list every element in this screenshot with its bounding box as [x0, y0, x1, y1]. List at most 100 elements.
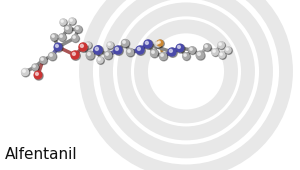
Circle shape: [52, 35, 54, 37]
Circle shape: [73, 36, 75, 38]
Circle shape: [41, 58, 43, 60]
Circle shape: [79, 43, 88, 52]
Circle shape: [88, 53, 90, 55]
Circle shape: [72, 35, 80, 42]
Circle shape: [116, 47, 118, 50]
Circle shape: [51, 34, 59, 41]
Circle shape: [183, 53, 190, 61]
Circle shape: [60, 35, 62, 37]
Circle shape: [146, 41, 148, 44]
Circle shape: [75, 26, 81, 32]
Circle shape: [176, 44, 184, 52]
Circle shape: [127, 48, 134, 55]
Circle shape: [94, 46, 102, 54]
Circle shape: [34, 71, 42, 79]
Circle shape: [212, 49, 220, 56]
Circle shape: [34, 72, 43, 80]
Circle shape: [66, 27, 68, 29]
Circle shape: [70, 19, 72, 21]
Circle shape: [156, 42, 158, 44]
Circle shape: [205, 45, 207, 47]
Circle shape: [35, 72, 38, 75]
Circle shape: [98, 58, 100, 60]
Circle shape: [85, 42, 91, 48]
Circle shape: [196, 51, 204, 59]
Circle shape: [108, 43, 110, 45]
Circle shape: [71, 51, 80, 60]
Circle shape: [114, 46, 123, 55]
Circle shape: [60, 19, 67, 26]
Circle shape: [104, 52, 112, 58]
Circle shape: [95, 47, 98, 50]
Circle shape: [72, 35, 78, 41]
Circle shape: [97, 57, 104, 64]
Circle shape: [49, 53, 56, 60]
Circle shape: [160, 53, 167, 60]
Circle shape: [55, 44, 63, 52]
Circle shape: [176, 45, 185, 53]
Circle shape: [190, 48, 192, 50]
Circle shape: [85, 42, 92, 49]
Circle shape: [114, 46, 122, 54]
Circle shape: [212, 49, 218, 55]
Circle shape: [136, 46, 144, 54]
Circle shape: [33, 65, 35, 67]
Circle shape: [184, 54, 186, 56]
Circle shape: [157, 40, 163, 46]
Circle shape: [65, 26, 73, 34]
Circle shape: [136, 46, 145, 55]
Circle shape: [86, 51, 94, 59]
Text: Alfentanil: Alfentanil: [5, 147, 78, 162]
Circle shape: [60, 19, 66, 25]
Circle shape: [50, 54, 52, 56]
Circle shape: [61, 20, 63, 22]
Circle shape: [105, 52, 113, 60]
Circle shape: [75, 26, 82, 33]
Circle shape: [158, 41, 160, 43]
Circle shape: [219, 43, 221, 45]
Circle shape: [69, 18, 76, 25]
Circle shape: [79, 43, 87, 51]
Circle shape: [40, 57, 46, 63]
Circle shape: [51, 34, 57, 40]
Circle shape: [189, 47, 195, 53]
Circle shape: [59, 34, 65, 40]
Circle shape: [197, 53, 200, 55]
Circle shape: [86, 52, 95, 60]
Circle shape: [225, 47, 232, 54]
Circle shape: [128, 50, 130, 52]
Circle shape: [32, 64, 39, 71]
Circle shape: [219, 52, 226, 59]
Circle shape: [54, 43, 62, 51]
Circle shape: [122, 39, 128, 47]
Circle shape: [155, 41, 161, 47]
Circle shape: [122, 40, 130, 48]
Circle shape: [137, 47, 140, 50]
Circle shape: [40, 57, 47, 64]
Circle shape: [204, 44, 210, 50]
Circle shape: [80, 44, 83, 47]
Circle shape: [219, 52, 225, 58]
Circle shape: [151, 50, 159, 58]
Circle shape: [204, 44, 212, 52]
Circle shape: [86, 43, 88, 45]
Circle shape: [72, 52, 75, 55]
Circle shape: [144, 40, 152, 48]
Circle shape: [69, 18, 75, 24]
Circle shape: [22, 69, 30, 77]
Circle shape: [22, 69, 28, 75]
Circle shape: [94, 46, 104, 55]
Circle shape: [168, 48, 177, 57]
Circle shape: [49, 53, 57, 61]
Circle shape: [169, 49, 172, 52]
Circle shape: [144, 40, 153, 49]
Circle shape: [218, 42, 226, 49]
Circle shape: [155, 41, 162, 48]
Circle shape: [152, 51, 154, 53]
Circle shape: [168, 48, 176, 56]
Circle shape: [189, 47, 196, 55]
Circle shape: [183, 53, 189, 59]
Circle shape: [106, 53, 108, 55]
Circle shape: [59, 34, 67, 41]
Circle shape: [157, 40, 164, 47]
